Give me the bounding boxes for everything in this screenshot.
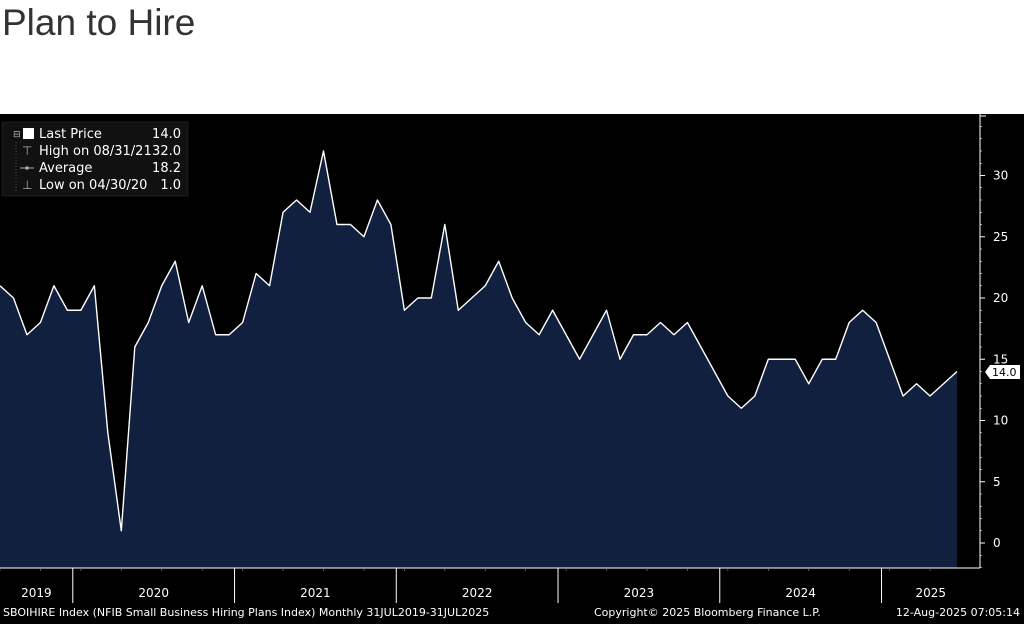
page-title: Plan to Hire [2,0,195,46]
footer-copyright: Copyright© 2025 Bloomberg Finance L.P. [594,606,821,619]
x-tick-label: 2024 [785,586,816,600]
x-axis: 2019 2020 2021 2022 2023 2024 2025 [0,568,980,603]
x-tick-label: 2023 [624,586,655,600]
x-tick-label: 2021 [300,586,331,600]
legend-average-label: Average [39,161,92,176]
footer-timestamp: 12-Aug-2025 07:05:14 [896,606,1020,619]
y-tick-label: 10 [993,414,1008,428]
y-tick-label: 20 [993,291,1008,305]
y-tick-label: 5 [993,475,1001,489]
legend-box: ⊟ Last Price 14.0 ⊤ High on 08/31/21 32.… [2,122,188,196]
footer-ticker: SBOIHIRE Index (NFIB Small Business Hiri… [3,606,489,619]
last-value-tag: 14.0 [985,365,1020,379]
y-tick-label: 25 [993,230,1008,244]
series-area [0,151,957,568]
x-tick-label: 2025 [916,586,947,600]
last-value-tag-label: 14.0 [992,366,1017,379]
legend-high-value: 32.0 [152,144,181,159]
y-tick-label: 30 [993,169,1008,183]
y-tick-label: 0 [993,536,1001,550]
legend-low-label: Low on 04/30/20 [39,178,147,193]
low-marker-icon: ⊥ [22,178,32,192]
high-marker-icon: ⊤ [22,144,32,158]
area-layer [0,151,957,568]
legend-average-value: 18.2 [152,161,181,176]
legend-last-price-label: Last Price [39,127,102,142]
y-tick-label: 15 [993,352,1008,366]
x-tick-label: 2020 [138,586,169,600]
legend-collapse-icon[interactable]: ⊟ [13,130,21,140]
legend-last-price-value: 14.0 [152,127,181,142]
legend-high-label: High on 08/31/21 [39,144,152,159]
legend-swatch-last-price [23,128,34,139]
x-tick-label: 2019 [21,586,52,600]
x-tick-label: 2022 [462,586,493,600]
legend-low-value: 1.0 [160,178,181,193]
